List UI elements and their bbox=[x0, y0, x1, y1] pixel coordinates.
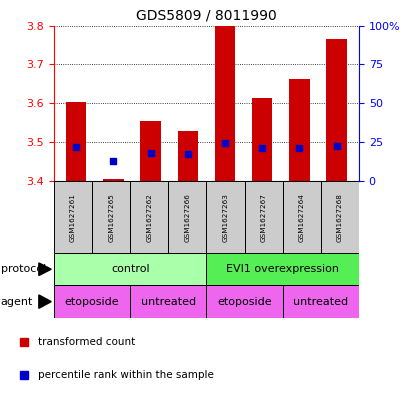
Title: GDS5809 / 8011990: GDS5809 / 8011990 bbox=[136, 9, 277, 23]
Polygon shape bbox=[39, 295, 51, 308]
Text: control: control bbox=[111, 264, 149, 274]
Text: untreated: untreated bbox=[141, 297, 196, 307]
Text: percentile rank within the sample: percentile rank within the sample bbox=[39, 370, 215, 380]
Text: protocol: protocol bbox=[1, 264, 46, 274]
Text: GSM1627264: GSM1627264 bbox=[299, 193, 305, 242]
Bar bbox=[252, 98, 273, 181]
Bar bbox=[103, 179, 124, 181]
Bar bbox=[321, 181, 359, 253]
Text: GSM1627265: GSM1627265 bbox=[108, 193, 114, 242]
Text: GSM1627262: GSM1627262 bbox=[146, 193, 152, 242]
Bar bbox=[178, 131, 198, 181]
Text: GSM1627266: GSM1627266 bbox=[184, 193, 190, 242]
Bar bbox=[54, 181, 92, 253]
Bar bbox=[54, 285, 130, 318]
Text: untreated: untreated bbox=[293, 297, 349, 307]
Bar bbox=[283, 181, 321, 253]
Text: GSM1627261: GSM1627261 bbox=[70, 193, 76, 242]
Bar bbox=[54, 253, 207, 285]
Bar bbox=[92, 181, 130, 253]
Bar bbox=[207, 181, 244, 253]
Bar bbox=[215, 26, 235, 181]
Bar bbox=[66, 102, 86, 181]
Bar bbox=[283, 285, 359, 318]
Bar bbox=[327, 39, 347, 181]
Text: etoposide: etoposide bbox=[65, 297, 120, 307]
Polygon shape bbox=[39, 263, 51, 275]
Bar bbox=[130, 181, 168, 253]
Bar bbox=[289, 79, 310, 181]
Text: agent: agent bbox=[1, 297, 33, 307]
Bar bbox=[207, 285, 283, 318]
Bar bbox=[168, 181, 207, 253]
Text: etoposide: etoposide bbox=[217, 297, 272, 307]
Bar bbox=[130, 285, 207, 318]
Bar bbox=[207, 253, 359, 285]
Text: GSM1627263: GSM1627263 bbox=[222, 193, 229, 242]
Bar bbox=[140, 121, 161, 181]
Text: transformed count: transformed count bbox=[39, 337, 136, 347]
Text: EVI1 overexpression: EVI1 overexpression bbox=[226, 264, 339, 274]
Text: GSM1627267: GSM1627267 bbox=[261, 193, 267, 242]
Text: GSM1627268: GSM1627268 bbox=[337, 193, 343, 242]
Bar bbox=[244, 181, 283, 253]
